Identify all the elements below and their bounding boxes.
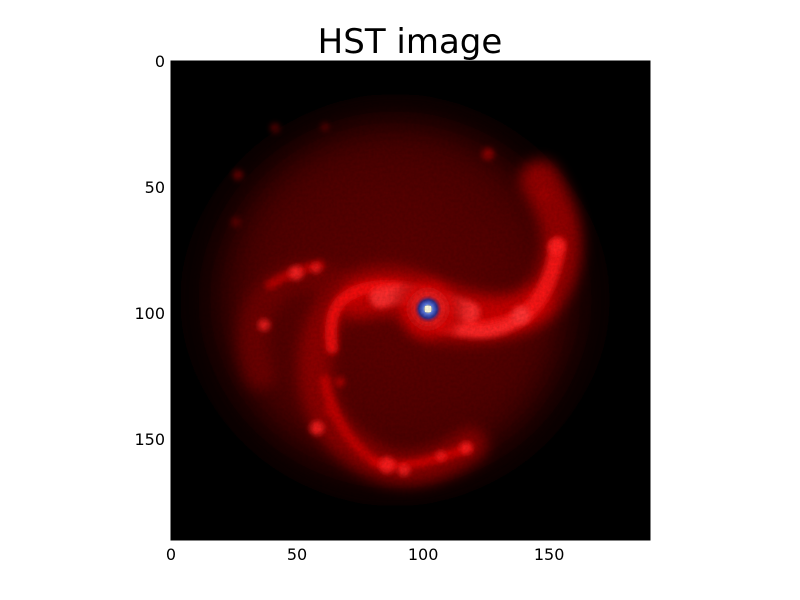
x-tick-label: 150: [534, 545, 565, 564]
y-tick-label: 150: [134, 430, 165, 449]
axis-ticks: [170, 60, 650, 540]
axes-frame: [170, 60, 651, 541]
x-tick-label: 0: [166, 545, 176, 564]
x-tick-label: 50: [287, 545, 307, 564]
y-tick-label: 50: [145, 178, 165, 197]
y-axis-tick-labels: 0 50 100 150: [134, 52, 165, 449]
x-axis-tick-labels: 0 50 100 150: [166, 545, 565, 564]
y-tick-label: 0: [155, 52, 165, 71]
image-noise: [171, 61, 650, 540]
galaxy-image: [171, 61, 650, 540]
x-tick-label: 100: [408, 545, 439, 564]
plot-title: HST image: [318, 22, 503, 62]
y-tick-label: 100: [134, 304, 165, 323]
